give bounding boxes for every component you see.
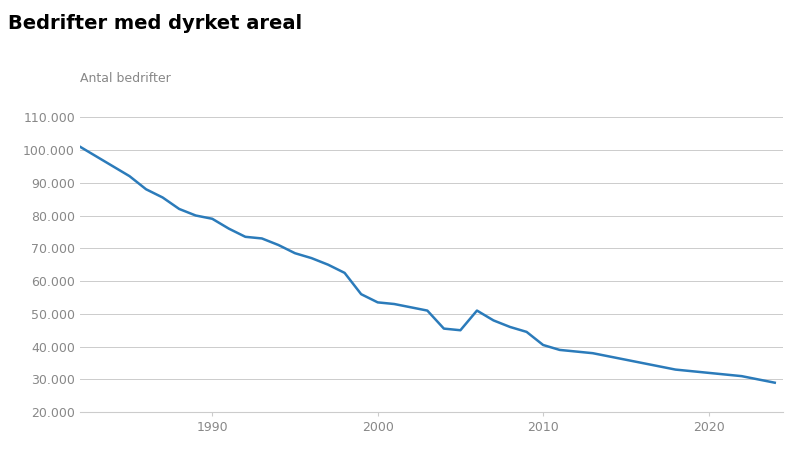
Text: Bedrifter med dyrket areal: Bedrifter med dyrket areal [8, 14, 302, 33]
Text: Antal bedrifter: Antal bedrifter [80, 72, 171, 85]
